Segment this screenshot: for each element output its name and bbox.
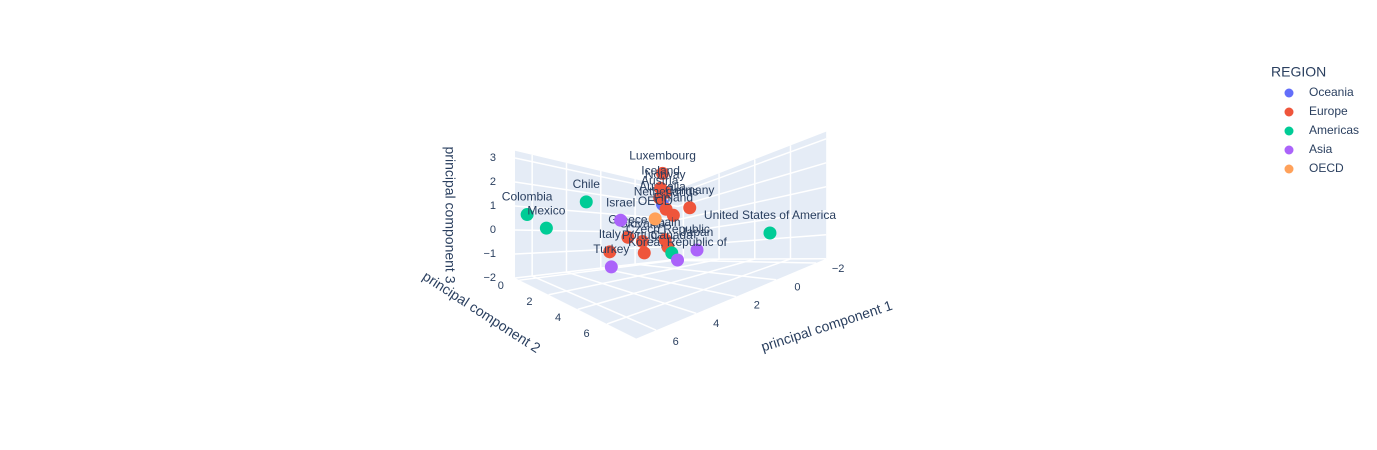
y-tick-label: 6 [584, 328, 590, 340]
z-grid-line [677, 138, 827, 194]
legend-marker [1284, 126, 1294, 136]
point-label: Iceland [641, 163, 680, 177]
legend-marker [1284, 164, 1294, 174]
z-tick-label: 1 [490, 200, 496, 212]
point-label: Korea, Republic of [628, 235, 727, 249]
legend-label: Oceania [1309, 85, 1354, 99]
z-grid-line [677, 210, 827, 234]
z-grid-line [514, 258, 679, 279]
legend-marker [1284, 107, 1294, 117]
legend-label: OECD [1309, 161, 1344, 175]
x-tick-label: 0 [794, 281, 800, 293]
z-tick-label: 2 [490, 176, 496, 188]
left-wall [515, 150, 678, 278]
point-label: Portugal [622, 228, 667, 242]
z-tick-label: −1 [483, 248, 496, 260]
x-grid-line [600, 267, 737, 298]
point-label: Norway [645, 168, 686, 182]
floor [515, 258, 827, 339]
point-label: Netherlands [634, 184, 699, 198]
x-grid-line [669, 259, 817, 264]
data-point [637, 246, 651, 260]
x-tick-label: 6 [673, 336, 679, 348]
data-point [604, 260, 618, 274]
z-grid-line [677, 162, 827, 208]
point-label: United States of America [704, 208, 836, 222]
point-label: Luxembourg [629, 149, 696, 163]
z-grid-line [677, 234, 827, 247]
z-grid-line [514, 157, 679, 194]
point-label: Austria [641, 173, 679, 187]
data-point [656, 166, 670, 180]
legend-title: REGION [1271, 64, 1326, 80]
x-axis-title: principal component 1 [759, 297, 894, 355]
x-grid-line [566, 271, 697, 315]
data-point [614, 213, 628, 227]
y-grid-line [577, 258, 755, 311]
z-grid-line [514, 245, 679, 255]
y-tick-label: 4 [555, 312, 561, 324]
data-point [579, 195, 593, 209]
data-point [690, 243, 704, 257]
point-label: Czech Republic [626, 222, 710, 236]
x-tick-label: 2 [754, 300, 760, 312]
x-tick-label: −2 [832, 263, 845, 275]
z-axis-title: principal component 3 [442, 147, 458, 284]
data-point [621, 230, 635, 244]
point-label: Mexico [527, 203, 565, 217]
data-point [603, 245, 617, 259]
x-tick-label: 4 [713, 318, 719, 330]
point-label: Israel [606, 195, 635, 209]
data-point [653, 191, 667, 205]
x-grid-line [635, 263, 777, 281]
data-point [666, 208, 680, 222]
legend-label: Europe [1309, 104, 1348, 118]
point-label: Canada [651, 228, 693, 242]
y-grid-line [606, 258, 791, 325]
data-point [763, 226, 777, 240]
x-grid-line [531, 275, 657, 331]
legend: REGION Oceania Europe Americas Asia OECD [1271, 64, 1359, 175]
point-label: Finland [654, 190, 693, 204]
data-point [648, 212, 662, 226]
z-tick-label: −2 [483, 272, 496, 284]
z-tick-label: 0 [490, 224, 496, 236]
point-label: Colombia [502, 190, 553, 204]
point-label: OECD [638, 194, 673, 208]
legend-label: Asia [1309, 142, 1333, 156]
point-label: Japan [681, 225, 714, 239]
y-grid-line [548, 258, 720, 296]
z-grid-line [514, 181, 679, 208]
data-point [539, 221, 553, 235]
legend-label: Americas [1309, 123, 1359, 137]
y-tick-label: 0 [498, 280, 504, 292]
scene: −202460246−2−10123AustraliaLuxembourgIce… [483, 131, 845, 348]
z-tick-label: 3 [490, 152, 496, 164]
y-grid-line [519, 258, 684, 281]
z-grid-line [677, 186, 827, 221]
legend-marker [1284, 145, 1294, 155]
data-point [671, 253, 685, 267]
point-label: Germany [665, 183, 714, 197]
point-label: Italy [599, 227, 621, 241]
legend-marker [1284, 88, 1294, 98]
point-label: Chile [573, 177, 601, 191]
y-tick-label: 2 [526, 296, 532, 308]
point-label: Turkey [593, 242, 629, 256]
data-point [635, 234, 649, 248]
data-point [520, 208, 534, 222]
data-point [683, 201, 697, 215]
